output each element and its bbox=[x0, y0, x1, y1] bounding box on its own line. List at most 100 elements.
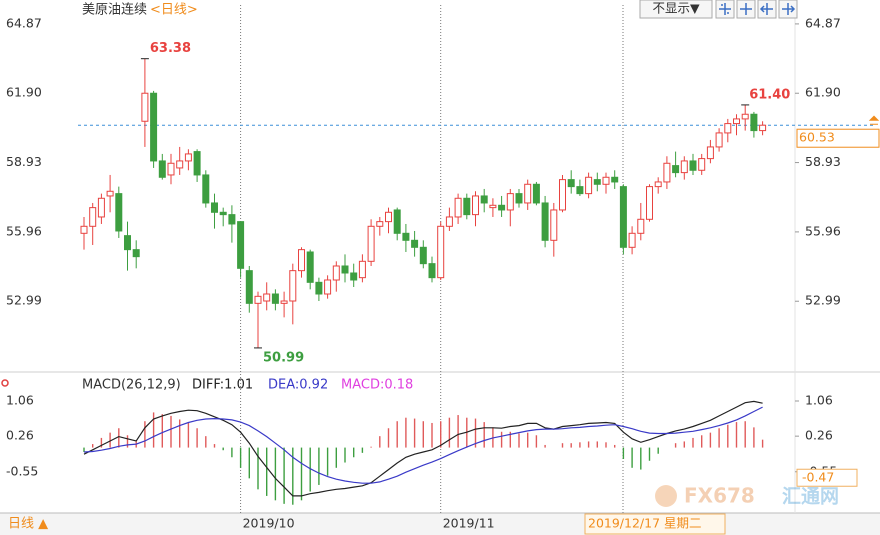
candle-body bbox=[411, 239, 419, 248]
candle-body bbox=[124, 235, 131, 251]
candle-body bbox=[237, 221, 245, 269]
toggle-button-label[interactable]: 不显示▼ bbox=[652, 1, 700, 16]
y-tick-label: 52.99 bbox=[6, 293, 42, 308]
cursor-date: 2019/12/17 星期二 bbox=[588, 516, 702, 531]
y-tick-label: -0.55 bbox=[6, 463, 38, 478]
y-tick-label-right: 55.96 bbox=[805, 223, 841, 238]
watermark-text: FX678 bbox=[684, 484, 755, 508]
y-tick-label: 0.26 bbox=[6, 428, 34, 443]
min-label: 50.99 bbox=[263, 350, 304, 365]
candle-body bbox=[289, 270, 297, 302]
watermark-logo bbox=[655, 485, 677, 507]
candle-body bbox=[437, 225, 445, 279]
indicator-title: MACD(26,12,9) bbox=[82, 378, 181, 393]
candle-body bbox=[619, 186, 627, 248]
icon-glyph bbox=[740, 3, 752, 15]
candle-body bbox=[498, 204, 506, 211]
candle-body bbox=[706, 146, 714, 160]
candle-body bbox=[611, 176, 619, 183]
y-tick-label: 1.06 bbox=[6, 392, 34, 407]
candle-body bbox=[115, 193, 123, 232]
period-selector[interactable]: 日线 ▲ bbox=[8, 517, 48, 532]
candle-body bbox=[245, 270, 253, 304]
candle-body bbox=[150, 92, 158, 162]
toggle-button[interactable] bbox=[639, 0, 713, 19]
candle-body bbox=[628, 232, 636, 248]
y-tick-label-right: 64.87 bbox=[805, 15, 841, 30]
candle-body bbox=[358, 260, 366, 279]
candle-body bbox=[463, 197, 471, 216]
y-tick-label: 64.87 bbox=[6, 15, 42, 30]
cursor-value: -0.47 bbox=[802, 470, 834, 485]
candle-body bbox=[97, 197, 105, 218]
last-price-box bbox=[796, 128, 880, 148]
y-tick-label-right: 0.26 bbox=[805, 428, 833, 443]
candle-body bbox=[393, 209, 401, 234]
icon-glyph bbox=[1, 379, 9, 387]
cursor-value-box bbox=[796, 468, 858, 487]
candle-body bbox=[715, 132, 723, 148]
candle-body bbox=[211, 202, 218, 213]
candle-body bbox=[106, 190, 114, 197]
indicator-line bbox=[83, 406, 763, 484]
period-link[interactable]: <日线> bbox=[150, 3, 198, 18]
candle-body bbox=[750, 113, 758, 132]
candle-body bbox=[689, 160, 697, 171]
candle-body bbox=[741, 113, 749, 120]
watermark-text: 汇通网 bbox=[782, 486, 839, 508]
y-tick-label: 55.96 bbox=[6, 223, 42, 238]
candle-body bbox=[489, 204, 497, 209]
candle-body bbox=[472, 195, 479, 216]
candle-body bbox=[672, 165, 680, 174]
candle-body bbox=[524, 183, 532, 204]
candle-body bbox=[733, 118, 740, 125]
y-tick-label-right: 52.99 bbox=[805, 293, 841, 308]
cursor-date-box bbox=[584, 513, 726, 535]
candle-body bbox=[254, 295, 262, 304]
candle-body bbox=[298, 249, 305, 272]
candle-body bbox=[228, 214, 236, 225]
icon-glyph bbox=[782, 3, 796, 15]
candle-body bbox=[480, 195, 488, 204]
candle-body bbox=[80, 225, 88, 234]
candle-body bbox=[585, 176, 593, 195]
candle-body bbox=[567, 179, 575, 188]
candle-body bbox=[532, 183, 540, 204]
candle-body bbox=[385, 211, 392, 223]
candle-body bbox=[350, 272, 358, 281]
candle-body bbox=[654, 181, 662, 188]
candle-body bbox=[402, 232, 410, 241]
candle-body bbox=[541, 202, 549, 241]
candle-body bbox=[341, 265, 349, 274]
x-tick-label: 2019/10 bbox=[243, 516, 295, 531]
candle-body bbox=[550, 209, 558, 241]
watermark: FX678 汇通网 bbox=[655, 484, 839, 508]
x-tick-label: 2019/11 bbox=[443, 516, 495, 531]
icon-glyph bbox=[719, 3, 731, 15]
candle-body bbox=[428, 263, 436, 279]
candle-body bbox=[602, 176, 610, 185]
candle-body bbox=[158, 160, 166, 178]
candle-body bbox=[698, 158, 706, 171]
icon-glyph bbox=[759, 3, 773, 15]
candle-body bbox=[445, 216, 453, 227]
candle-body bbox=[376, 221, 384, 227]
max-label: 63.38 bbox=[150, 41, 191, 56]
candle-body bbox=[219, 211, 227, 216]
candle-body bbox=[759, 124, 767, 132]
last-price-label: 60.53 bbox=[799, 130, 835, 145]
candle-body bbox=[576, 186, 584, 195]
candle-body bbox=[263, 293, 271, 302]
candle-body bbox=[141, 92, 149, 122]
chart-title: 美原油连续 bbox=[82, 2, 147, 18]
candle-body bbox=[324, 279, 332, 295]
candle-body bbox=[367, 225, 375, 262]
candle-body bbox=[724, 123, 732, 134]
candle-body bbox=[271, 293, 279, 304]
candle-body bbox=[167, 162, 175, 176]
legend-entry: DEA:0.92 bbox=[268, 378, 328, 393]
candle-body bbox=[202, 174, 210, 204]
candle-body bbox=[193, 151, 201, 176]
